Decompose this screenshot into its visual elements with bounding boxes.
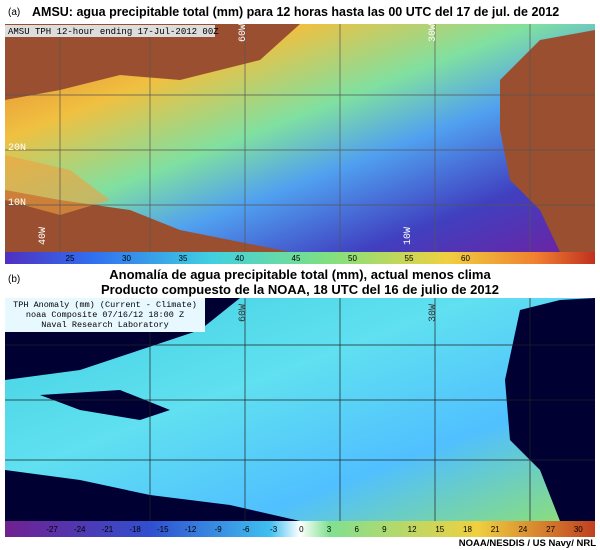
colorbar-tick-label: 24: [518, 525, 527, 534]
colorbar-tick-label: 45: [292, 254, 301, 263]
lon-label: 30W: [428, 304, 439, 322]
colorbar-tick-label: 60: [461, 254, 470, 263]
colorbar-tick-label: 40: [235, 254, 244, 263]
panel-title: Producto compuesto de la NOAA, 18 UTC de…: [101, 282, 499, 297]
colorbar-tick-label: 18: [463, 525, 472, 534]
land: [5, 24, 300, 100]
colorbar-tick-label: 15: [435, 525, 444, 534]
land: [5, 155, 110, 215]
colorbar-tick-label: 30: [122, 254, 131, 263]
colorbar-tick-label: -21: [102, 525, 114, 534]
land: [5, 470, 300, 521]
colorbar-tick-label: 6: [354, 525, 359, 534]
colorbar-tick-label: 30: [574, 525, 583, 534]
credit: NOAA/NESDIS / US Navy/ NRL: [459, 538, 596, 549]
grid: [5, 24, 595, 252]
grid: [5, 298, 595, 521]
lon-label: 60W: [238, 304, 249, 322]
colorbar-tick-label: -6: [242, 525, 250, 534]
lat-label: 20N: [8, 143, 26, 154]
map-caption: Naval Research Laboratory: [41, 320, 169, 330]
lon-label: 40W: [38, 227, 49, 245]
panel-label: (a): [8, 7, 20, 18]
colorbar-tick-label: -3: [270, 525, 278, 534]
panel-label: (b): [8, 274, 20, 285]
lon-label: 10W: [403, 227, 414, 245]
colorbar-tick-label: -9: [215, 525, 223, 534]
colorbar-tick-label: -12: [185, 525, 197, 534]
colorbar-tick-label: 0: [299, 525, 304, 534]
land: [500, 30, 595, 252]
colorbar-tick-label: 25: [66, 254, 75, 263]
land: [505, 298, 595, 521]
map-caption: TPH Anomaly (mm) (Current - Climate): [13, 300, 197, 310]
colorbar-tick-label: 27: [546, 525, 555, 534]
lat-label: 10N: [8, 198, 26, 209]
colorbar: [5, 521, 595, 537]
colorbar-tick-label: 21: [491, 525, 500, 534]
panel-title: AMSU: agua precipitable total (mm) para …: [32, 5, 559, 19]
colorbar: [5, 252, 595, 264]
land: [40, 390, 170, 420]
map-caption: AMSU TPH 12-hour ending 17-Jul-2012 00Z: [8, 27, 219, 37]
colorbar-tick-label: -27: [46, 525, 58, 534]
panel-title: Anomalía de agua precipitable total (mm)…: [109, 267, 491, 282]
colorbar-tick-label: -24: [74, 525, 86, 534]
colorbar-tick-label: 3: [327, 525, 332, 534]
caption-box: [5, 25, 215, 37]
colorbar-tick-label: 55: [405, 254, 414, 263]
colorbar-tick-label: -15: [157, 525, 169, 534]
caption-box: [5, 298, 205, 332]
colorbar-tick-label: 12: [408, 525, 417, 534]
colorbar-tick-label: 50: [348, 254, 357, 263]
lon-label: 30W: [428, 24, 439, 42]
colorbar-tick-label: 9: [382, 525, 387, 534]
lon-label: 60W: [238, 24, 249, 42]
map-caption: noaa Composite 07/16/12 18:00 Z: [26, 310, 184, 320]
colorbar-tick-label: 35: [179, 254, 188, 263]
colorbar-tick-label: -18: [129, 525, 141, 534]
